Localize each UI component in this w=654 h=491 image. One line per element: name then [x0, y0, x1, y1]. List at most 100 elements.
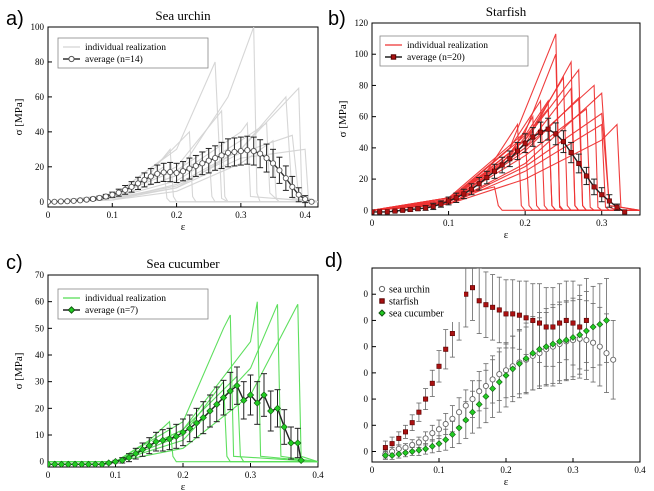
chart-title: Starfish: [486, 4, 527, 19]
x-axis-label: ε: [181, 221, 186, 233]
average-point: [253, 399, 261, 407]
legend-marker: [378, 309, 386, 317]
y-tick-label: 0: [364, 394, 369, 404]
average-point: [576, 160, 582, 166]
x-tick-label: 0.4: [312, 470, 324, 480]
data-point-sea-cucumber: [522, 355, 530, 362]
data-point-sea-cucumber: [509, 365, 517, 373]
average-point: [159, 436, 167, 444]
data-point-starfish: [382, 445, 388, 451]
y-tick-label: 20: [35, 162, 45, 172]
y-tick-label: 0: [364, 447, 369, 457]
y-tick-label: 120: [355, 18, 369, 28]
x-tick-label: 0.2: [520, 218, 531, 228]
average-point: [423, 205, 429, 211]
average-point: [186, 424, 194, 432]
average-point: [51, 460, 59, 467]
data-point-starfish: [570, 320, 576, 326]
x-tick-label: 0: [46, 210, 51, 220]
data-point-starfish: [483, 302, 489, 308]
data-point-sea-urchin: [469, 396, 476, 403]
data-point-starfish: [436, 363, 442, 369]
average-point: [492, 168, 498, 174]
data-point-sea-urchin: [489, 376, 496, 383]
data-point-sea-cucumber: [582, 327, 590, 335]
data-point-starfish: [402, 429, 408, 435]
x-tick-label: 0.4: [300, 210, 312, 220]
data-point-sea-urchin: [409, 441, 416, 449]
average-point: [377, 209, 383, 215]
data-point-sea-urchin: [610, 356, 617, 363]
legend-marker: [67, 306, 76, 314]
average-point: [269, 160, 277, 167]
data-point-sea-urchin: [583, 337, 590, 344]
average-point: [438, 201, 444, 207]
average-point: [484, 175, 490, 181]
average-point: [514, 148, 520, 154]
panel-b: b) Starfish 0 0.1 0.2 0.3 0 20 40 60 80 100 120 ε σ [M…: [328, 4, 641, 241]
data-point-starfish: [523, 315, 529, 321]
average-point: [407, 207, 413, 213]
average-point: [64, 460, 72, 467]
legend-marker: [378, 285, 386, 293]
average-point: [154, 170, 161, 177]
average-point: [83, 196, 90, 203]
average-point: [384, 209, 390, 215]
data-point-starfish: [516, 312, 522, 318]
x-tick-label: 0.3: [245, 470, 257, 480]
data-point-starfish: [469, 285, 475, 291]
average-point: [122, 186, 129, 193]
y-tick-label: 0: [364, 368, 369, 378]
average-point: [173, 169, 180, 176]
data-point-sea-urchin: [456, 409, 463, 416]
average-point: [186, 165, 193, 172]
x-tick-label: 0.3: [235, 210, 247, 220]
data-point-starfish: [577, 324, 583, 330]
legend-box: [376, 282, 464, 322]
x-tick-label: 0.2: [500, 465, 511, 475]
legend-marker: [390, 54, 397, 60]
x-axis-label: ε: [181, 481, 186, 491]
average-point: [295, 191, 302, 198]
legend-marker: [379, 298, 385, 304]
legend-label-average: average (n=7): [85, 305, 138, 316]
data-point-sea-urchin: [496, 371, 503, 378]
y-tick-label: 40: [35, 127, 45, 137]
panel-letter: d): [325, 250, 343, 272]
data-point-sea-cucumber: [475, 400, 483, 408]
legend-label-average: average (n=20): [407, 52, 465, 63]
data-point-sea-cucumber: [448, 431, 456, 438]
average-point: [111, 458, 120, 466]
data-point-sea-urchin: [435, 426, 443, 433]
average-point: [48, 198, 52, 205]
average-point: [84, 460, 93, 467]
panel-letter: c): [6, 252, 23, 274]
data-point-sea-urchin: [449, 415, 456, 422]
average-point: [206, 407, 214, 415]
data-point-starfish: [583, 317, 589, 323]
x-tick-label: 0.2: [171, 210, 182, 220]
average-point: [115, 189, 122, 196]
average-point: [138, 446, 147, 454]
x-axis-label: ε: [504, 229, 509, 241]
average-point: [179, 168, 187, 175]
average-point: [213, 400, 221, 408]
panel-letter: a): [6, 8, 24, 30]
average-point: [78, 460, 86, 467]
average-point: [599, 192, 605, 198]
data-point-sea-cucumber: [489, 385, 497, 393]
data-point-sea-cucumber: [542, 343, 550, 351]
data-point-sea-urchin: [415, 439, 422, 446]
average-point: [125, 454, 133, 462]
data-point-starfish: [496, 307, 502, 313]
legend-label-average: average (n=14): [85, 54, 143, 65]
data-point-sea-cucumber: [402, 449, 409, 457]
data-point-sea-cucumber: [562, 336, 570, 344]
data-point-sea-cucumber: [529, 349, 537, 357]
average-point: [192, 419, 201, 427]
data-point-starfish: [463, 291, 469, 297]
data-point-sea-cucumber: [428, 442, 436, 450]
